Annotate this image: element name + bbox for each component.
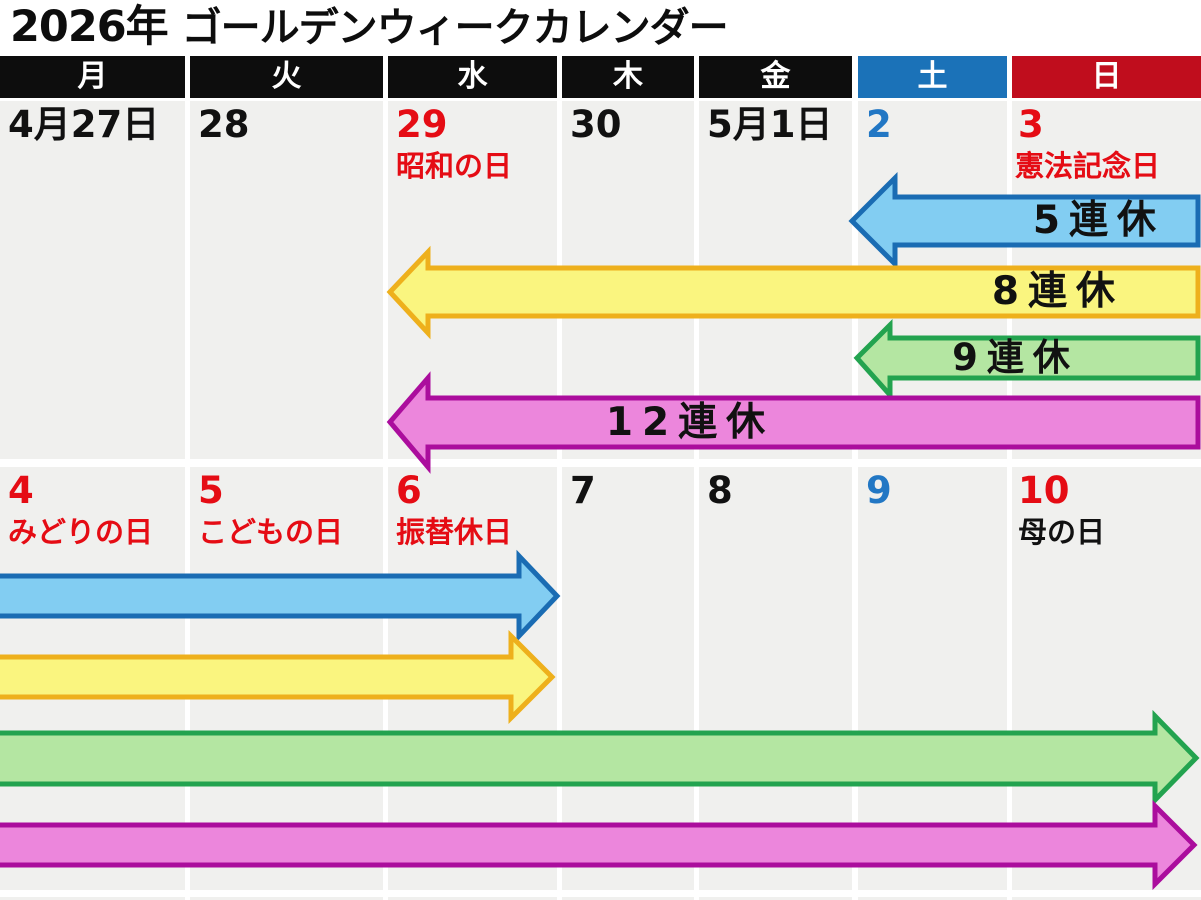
holiday-label: 憲法記念日 [1015,149,1161,183]
column-divider [185,101,190,900]
date-label: 10 [1018,469,1070,512]
holiday-label: こどもの日 [198,515,344,549]
header-monday: 月 [0,56,185,98]
arrow-5renkyu-week2 [0,549,561,643]
week-divider [0,459,1201,467]
date-label: 9 [866,469,892,512]
bottom-divider [0,890,1201,897]
title-text: ゴールデンウィークカレンダー [181,5,729,51]
header-sunday: 日 [1012,56,1201,98]
column-divider [557,101,562,900]
header-tuesday: 火 [190,56,383,98]
date-label: 29 [396,103,448,146]
arrow-label-9renkyu: 9連休 [952,336,1079,379]
arrow-label-8renkyu: 8連休 [991,269,1125,314]
date-label: 5 [198,469,224,512]
date-label: 4 [8,469,34,512]
page-title: 2026年 ゴールデンウィークカレンダー [10,0,729,52]
date-label: 4月27日 [8,103,160,146]
date-label: 3 [1018,103,1044,146]
header-thursday: 木 [562,56,694,98]
arrow-5renkyu-week1 [848,171,1201,271]
arrow-12renkyu-week1 [386,371,1201,474]
arrow-9renkyu-week1 [853,318,1201,402]
column-divider [694,101,699,900]
date-label: 28 [198,103,250,146]
date-label: 2 [866,103,892,146]
holiday-label: 振替休日 [396,515,513,549]
header-saturday: 土 [858,56,1007,98]
arrow-8renkyu-week1 [386,245,1201,340]
column-divider [852,101,858,900]
arrow-label-5renkyu: 5連休 [1032,198,1166,243]
arrow-9renkyu-week2 [0,709,1200,807]
header-wednesday: 水 [388,56,557,98]
date-label: 6 [396,469,422,512]
date-label: 7 [570,469,596,512]
column-divider [1007,101,1012,900]
holiday-label: 昭和の日 [396,149,513,183]
column-divider [383,101,388,900]
arrow-8renkyu-week2 [0,629,556,725]
holiday-label: 母の日 [1018,515,1106,549]
arrow-label-12renkyu: 12連休 [605,400,775,445]
date-label: 5月1日 [707,103,833,146]
holiday-label: みどりの日 [8,515,154,549]
date-label: 8 [707,469,733,512]
header-friday: 金 [699,56,852,98]
arrow-12renkyu-week2 [0,799,1198,891]
title-year: 2026年 [10,2,169,52]
date-label: 30 [570,103,622,146]
